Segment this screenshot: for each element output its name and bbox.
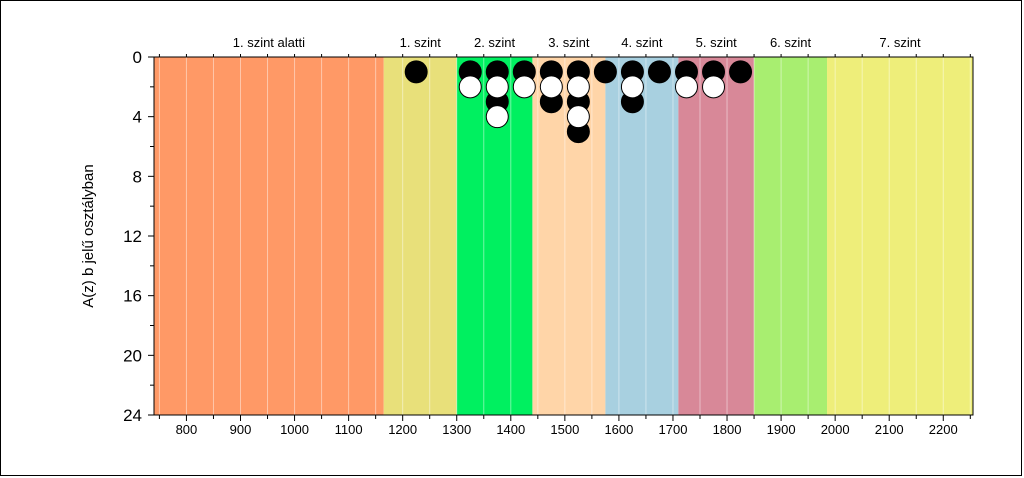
y-tick-label: 16	[123, 287, 142, 306]
y-tick-label: 8	[133, 167, 142, 186]
level-band	[154, 57, 384, 415]
y-axis: 0 4 8 12 16 20 24	[123, 48, 154, 425]
data-point-hollow	[539, 75, 563, 99]
band-labels: 1. szint alatti 1. szint 2. szint 3. szint 4…	[233, 35, 921, 50]
grid-lines	[158, 57, 971, 415]
data-point-hollow	[702, 75, 726, 99]
band-label: 1. szint alatti	[233, 35, 305, 50]
x-tick-label: 2200	[929, 422, 958, 437]
y-tick-label: 20	[123, 346, 142, 365]
data-point-hollow	[566, 75, 590, 99]
band-label: 2. szint	[474, 35, 516, 50]
y-tick-label: 12	[123, 227, 142, 246]
x-tick-label: 1000	[280, 422, 309, 437]
data-point-hollow	[620, 75, 644, 99]
x-tick-label: 2000	[821, 422, 850, 437]
level-band	[605, 57, 679, 415]
band-label: 1. szint	[400, 35, 442, 50]
data-point-hollow	[485, 105, 509, 129]
data-point-filled	[404, 60, 428, 84]
x-tick-label: 1700	[659, 422, 688, 437]
band-label: 3. szint	[548, 35, 590, 50]
data-point-hollow	[512, 75, 536, 99]
y-tick-label: 24	[123, 406, 142, 425]
y-tick-label: 4	[133, 108, 142, 127]
data-point-hollow	[566, 105, 590, 129]
x-tick-label: 1400	[496, 422, 525, 437]
x-tick-label: 800	[176, 422, 198, 437]
x-axis: 800 900 1000 1100 1200 1300 1400 1500 1600 1700 18…	[158, 54, 971, 437]
data-point-hollow	[458, 75, 482, 99]
data-points	[404, 60, 753, 144]
x-tick-label: 900	[230, 422, 252, 437]
x-tick-label: 1200	[388, 422, 417, 437]
data-point-hollow	[674, 75, 698, 99]
data-point-filled	[647, 60, 671, 84]
level-band	[678, 57, 755, 415]
level-bands	[154, 57, 973, 415]
band-label: 5. szint	[696, 35, 738, 50]
level-band	[754, 57, 828, 415]
band-label: 4. szint	[621, 35, 663, 50]
x-tick-label: 2100	[875, 422, 904, 437]
level-band	[383, 57, 457, 415]
band-label: 6. szint	[770, 35, 812, 50]
data-point-filled	[729, 60, 753, 84]
x-tick-label: 1300	[442, 422, 471, 437]
level-band	[827, 57, 973, 415]
band-label: 7. szint	[879, 35, 921, 50]
data-point-filled	[593, 60, 617, 84]
x-tick-label: 1900	[767, 422, 796, 437]
x-tick-label: 1500	[550, 422, 579, 437]
x-tick-label: 1600	[604, 422, 633, 437]
x-tick-label: 1100	[335, 422, 363, 437]
x-tick-label: 1800	[713, 422, 742, 437]
y-axis-title: A(z) b jelű osztályban	[80, 164, 97, 307]
data-point-hollow	[485, 75, 509, 99]
y-tick-label: 0	[133, 48, 142, 67]
